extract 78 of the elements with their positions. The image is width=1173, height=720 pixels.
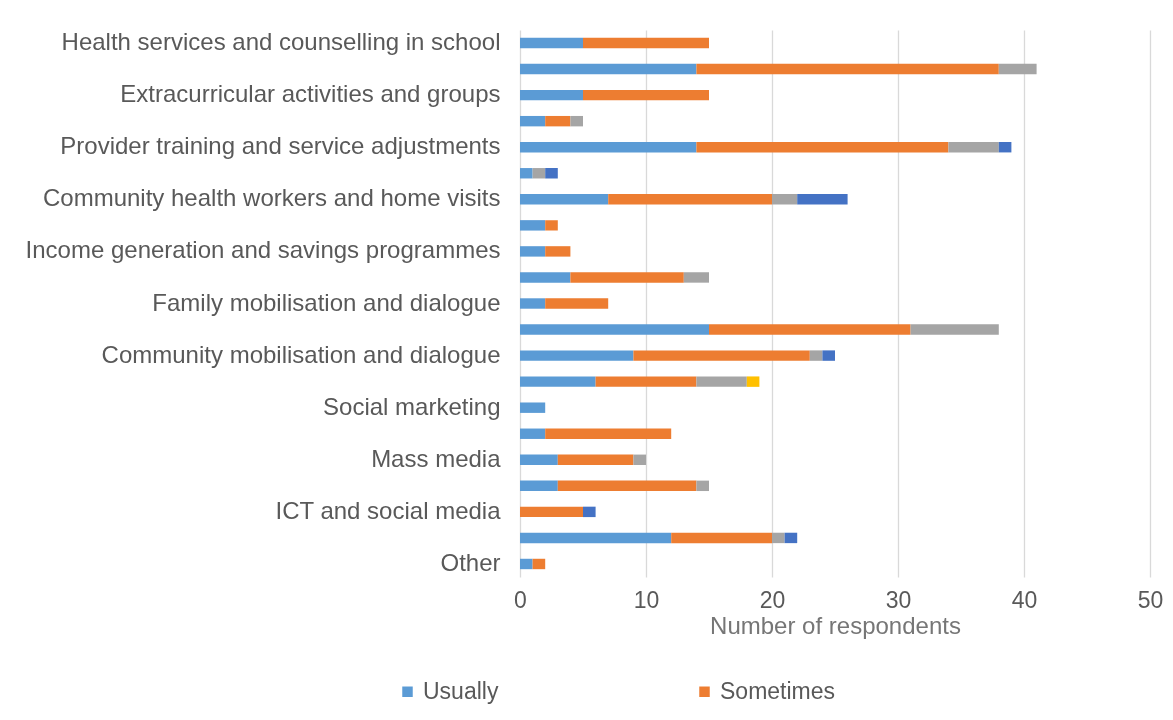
bar bbox=[948, 142, 999, 153]
bar bbox=[545, 428, 672, 439]
bar bbox=[520, 220, 546, 231]
bar bbox=[633, 454, 646, 465]
bar bbox=[583, 89, 709, 101]
x-tick-label: 50 bbox=[1137, 586, 1164, 613]
bar bbox=[520, 63, 697, 75]
bar bbox=[797, 194, 848, 205]
bar bbox=[520, 402, 546, 413]
y-tick-label: Social marketing bbox=[323, 392, 501, 420]
bar bbox=[520, 428, 546, 439]
bar bbox=[772, 194, 798, 205]
bar bbox=[545, 246, 571, 257]
bar bbox=[520, 376, 596, 387]
bar bbox=[520, 298, 546, 309]
y-tick-label: Mass media bbox=[371, 444, 502, 472]
bar bbox=[696, 142, 949, 153]
bar bbox=[520, 454, 558, 465]
bar bbox=[520, 272, 571, 283]
bar bbox=[520, 506, 583, 518]
bar bbox=[570, 115, 583, 127]
bar bbox=[822, 350, 835, 361]
bar bbox=[784, 532, 798, 544]
bar bbox=[520, 89, 583, 101]
y-tick-label: Provider training and service adjustments bbox=[60, 132, 501, 160]
y-tick-label: Other bbox=[440, 548, 501, 576]
bar bbox=[545, 115, 571, 127]
bar bbox=[520, 480, 558, 492]
bar bbox=[772, 532, 785, 544]
bar bbox=[910, 324, 999, 335]
y-tick-label: Community mobilisation and dialogue bbox=[101, 340, 501, 368]
legend-label: Sometimes bbox=[720, 677, 836, 704]
bar bbox=[545, 168, 558, 179]
bar bbox=[557, 480, 697, 492]
bar bbox=[583, 506, 596, 518]
bar bbox=[520, 324, 709, 335]
bar bbox=[709, 324, 911, 335]
bar bbox=[696, 480, 709, 492]
y-tick-label: Income generation and savings programmes bbox=[25, 236, 501, 264]
y-tick-label: ICT and social media bbox=[275, 496, 502, 524]
bar bbox=[746, 376, 760, 387]
bar bbox=[520, 115, 546, 127]
x-tick-label: 30 bbox=[885, 586, 912, 613]
bar bbox=[520, 168, 533, 179]
y-tick-label: Health services and counselling in school bbox=[61, 28, 501, 56]
bar bbox=[520, 142, 697, 153]
bar bbox=[583, 37, 709, 49]
legend-label: Usually bbox=[423, 677, 499, 704]
bar bbox=[809, 350, 823, 361]
x-tick-label: 0 bbox=[514, 586, 527, 613]
bar bbox=[557, 454, 634, 465]
bar bbox=[545, 298, 609, 309]
bar bbox=[671, 532, 772, 544]
bar bbox=[545, 220, 558, 231]
bar bbox=[696, 63, 999, 75]
bar bbox=[633, 350, 810, 361]
bar bbox=[520, 532, 672, 544]
bar bbox=[595, 376, 697, 387]
bar bbox=[520, 558, 533, 570]
bar bbox=[683, 272, 709, 283]
bar bbox=[608, 194, 772, 205]
bar bbox=[696, 376, 747, 387]
x-tick-label: 40 bbox=[1011, 586, 1038, 613]
y-tick-label: Family mobilisation and dialogue bbox=[152, 288, 501, 316]
bar bbox=[520, 194, 609, 205]
bar bbox=[570, 272, 684, 283]
bar bbox=[520, 350, 634, 361]
bar bbox=[520, 246, 546, 257]
bar bbox=[520, 37, 583, 49]
bar bbox=[998, 63, 1037, 75]
bar bbox=[998, 142, 1012, 153]
x-axis-title: Number of respondents bbox=[710, 611, 961, 639]
bar bbox=[532, 168, 546, 179]
y-tick-label: Community health workers and home visits bbox=[42, 184, 501, 212]
x-tick-label: 20 bbox=[759, 586, 786, 613]
x-tick-label: 10 bbox=[633, 586, 660, 613]
y-tick-label: Extracurricular activities and groups bbox=[120, 80, 501, 108]
bar bbox=[532, 558, 546, 570]
